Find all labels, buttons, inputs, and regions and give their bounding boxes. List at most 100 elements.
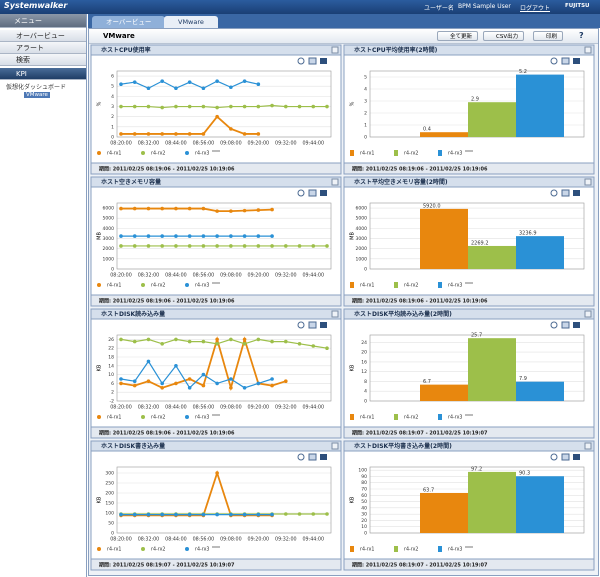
x-tick-label: 09:20:00: [248, 273, 270, 279]
maximize-icon: [584, 46, 592, 54]
table-icon[interactable]: [561, 57, 570, 65]
data-point: [270, 339, 274, 344]
y-tick-label: 5: [111, 84, 114, 90]
legend-marker: [141, 151, 145, 155]
x-tick-label: 08:20:00: [110, 273, 132, 279]
data-point: [132, 206, 137, 211]
print-button[interactable]: 印刷: [533, 31, 564, 41]
data-point: [160, 386, 164, 390]
save-icon[interactable]: [320, 322, 327, 328]
maximize-icon: [331, 46, 339, 54]
refresh-icon[interactable]: [297, 57, 305, 65]
scroll-handle: [465, 282, 473, 284]
data-point: [119, 512, 123, 517]
y-tick-label: 50: [108, 521, 114, 527]
table-icon[interactable]: [308, 189, 317, 197]
data-point: [201, 234, 206, 238]
data-point: [201, 383, 206, 388]
bar: [420, 492, 468, 533]
csv-button[interactable]: CSV出力: [483, 31, 525, 41]
save-icon[interactable]: [320, 190, 327, 196]
logout[interactable]: ログアウト: [520, 5, 551, 12]
save-icon[interactable]: [573, 190, 580, 196]
chart-title-bar: [90, 176, 342, 188]
save-icon[interactable]: [320, 58, 327, 64]
panel-title: VMware: [103, 32, 135, 40]
data-point: [297, 342, 302, 346]
save-icon[interactable]: [573, 58, 580, 64]
x-tick-label: 08:20:00: [110, 537, 132, 543]
tree-folder[interactable]: 仮想化ダッシュボード: [6, 84, 67, 91]
x-tick-label: 09:32:00: [275, 405, 297, 411]
refresh-all-button[interactable]: 全て更新: [437, 31, 479, 41]
table-icon[interactable]: [308, 453, 317, 461]
series-line: [120, 360, 273, 389]
data-point: [146, 512, 151, 517]
y-tick-label: 30: [361, 512, 367, 518]
save-icon[interactable]: [320, 454, 327, 460]
table-icon[interactable]: [561, 321, 570, 329]
tab-active[interactable]: VMware: [164, 16, 218, 28]
maximize-icon: [584, 442, 592, 450]
save-icon[interactable]: [573, 454, 580, 460]
data-point: [215, 209, 219, 213]
bar-value-label: 0.4: [423, 127, 431, 133]
save-icon[interactable]: [573, 322, 580, 328]
refresh-icon[interactable]: [550, 189, 558, 197]
menu-item[interactable]: 検索: [0, 54, 86, 66]
legend-marker: [394, 414, 398, 420]
y-tick-label: 1: [364, 123, 367, 129]
table-icon[interactable]: [561, 189, 570, 197]
refresh-icon[interactable]: [297, 453, 305, 461]
y-tick-label: 4: [111, 94, 114, 100]
series-line: [121, 207, 273, 213]
data-point: [160, 512, 164, 517]
data-point: [215, 244, 219, 248]
y-tick-label: 40: [361, 505, 367, 511]
data-point: [160, 381, 164, 386]
y-tick-label: 4: [364, 389, 367, 395]
menu-item-selected[interactable]: KPI: [0, 68, 86, 80]
legend-marker: [185, 547, 189, 551]
data-point: [270, 103, 274, 108]
menu-item[interactable]: アラート: [0, 42, 86, 54]
legend-label: r4-rx1: [107, 283, 122, 289]
menu-item[interactable]: オーバービュー: [0, 30, 86, 42]
table-icon[interactable]: [308, 57, 317, 65]
x-tick-label: 08:56:00: [193, 141, 215, 147]
refresh-icon[interactable]: [550, 453, 558, 461]
y-axis-label: %: [97, 101, 103, 106]
help-button[interactable]: ?: [579, 31, 584, 40]
bar: [468, 102, 516, 137]
y-tick-label: 2: [111, 390, 114, 396]
x-tick-label: 09:20:00: [248, 405, 270, 411]
data-point: [256, 234, 261, 238]
tab[interactable]: オーバービュー: [92, 16, 166, 28]
refresh-icon[interactable]: [550, 57, 558, 65]
series-line: [121, 470, 273, 517]
data-point: [284, 244, 288, 248]
plot-frame: [116, 202, 332, 270]
tree-leaf[interactable]: VMware: [24, 92, 50, 98]
data-point: [187, 339, 192, 344]
y-tick-label: 5000: [103, 216, 115, 222]
legend-marker: [97, 547, 101, 551]
y-tick-label: 90: [361, 474, 367, 480]
refresh-icon[interactable]: [297, 321, 305, 329]
legend-marker: [185, 283, 189, 287]
data-point: [297, 104, 302, 109]
data-point: [311, 512, 316, 516]
chart-title-bar: [343, 176, 595, 188]
y-tick-label: 80: [361, 480, 367, 486]
legend-marker: [185, 151, 189, 155]
legend-marker: [394, 282, 398, 288]
data-point: [325, 346, 329, 351]
data-point: [215, 342, 219, 346]
legend-marker: [141, 547, 145, 551]
legend-marker: [394, 150, 398, 156]
table-icon[interactable]: [561, 453, 570, 461]
refresh-icon[interactable]: [297, 189, 305, 197]
plot-frame: [116, 466, 332, 534]
table-icon[interactable]: [308, 321, 317, 329]
refresh-icon[interactable]: [550, 321, 558, 329]
